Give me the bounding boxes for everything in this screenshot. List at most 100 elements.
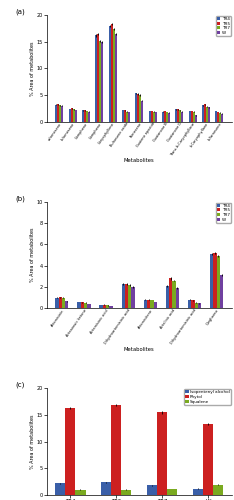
- Bar: [135, 94, 137, 122]
- Bar: [217, 256, 220, 308]
- Bar: [115, 34, 117, 122]
- Bar: [181, 112, 183, 122]
- Bar: [75, 110, 77, 122]
- Bar: [150, 300, 154, 308]
- Bar: [65, 301, 69, 308]
- Bar: [150, 111, 153, 122]
- Bar: [101, 42, 103, 121]
- Bar: [210, 254, 213, 308]
- Legend: TR4, TR5, TR7, W: TR4, TR5, TR7, W: [216, 16, 231, 36]
- Bar: [153, 112, 155, 122]
- Bar: [221, 114, 223, 122]
- Bar: [154, 302, 157, 308]
- Bar: [109, 26, 110, 122]
- Bar: [188, 300, 191, 308]
- Bar: [55, 484, 65, 495]
- Bar: [144, 300, 147, 308]
- Bar: [57, 104, 59, 122]
- Bar: [162, 112, 164, 122]
- Legend: Isopentenyl alcohol, Phytol, Squalene: Isopentenyl alcohol, Phytol, Squalene: [184, 389, 231, 405]
- Bar: [213, 485, 223, 495]
- Bar: [137, 94, 139, 122]
- Bar: [99, 305, 103, 308]
- Bar: [220, 276, 223, 308]
- Bar: [125, 284, 128, 308]
- Bar: [198, 303, 201, 308]
- Bar: [65, 408, 75, 495]
- X-axis label: Metabolites: Metabolites: [124, 158, 155, 163]
- Bar: [147, 300, 150, 308]
- Text: (a): (a): [15, 8, 25, 15]
- Bar: [172, 280, 176, 308]
- Bar: [169, 278, 172, 308]
- Bar: [149, 111, 150, 122]
- Bar: [175, 110, 177, 122]
- X-axis label: Metabolites: Metabolites: [124, 346, 155, 352]
- Bar: [206, 106, 208, 122]
- Bar: [132, 287, 135, 308]
- Bar: [204, 104, 206, 122]
- Bar: [55, 298, 58, 308]
- Bar: [62, 298, 65, 308]
- Bar: [77, 302, 81, 308]
- Bar: [155, 112, 157, 122]
- Bar: [176, 288, 179, 308]
- Bar: [191, 300, 194, 308]
- Bar: [208, 108, 210, 122]
- Bar: [166, 112, 168, 122]
- Bar: [111, 406, 121, 495]
- Bar: [110, 24, 113, 122]
- Bar: [75, 490, 85, 495]
- Bar: [99, 41, 101, 121]
- Bar: [147, 486, 157, 495]
- Text: (c): (c): [15, 382, 25, 388]
- Bar: [166, 286, 169, 308]
- Bar: [141, 101, 143, 121]
- Bar: [213, 253, 217, 308]
- Bar: [164, 111, 166, 122]
- Bar: [69, 109, 70, 122]
- Bar: [190, 111, 193, 122]
- Bar: [179, 110, 181, 122]
- Bar: [82, 110, 84, 122]
- Bar: [219, 112, 221, 122]
- Bar: [195, 116, 197, 121]
- Bar: [124, 110, 126, 122]
- Bar: [128, 112, 130, 122]
- Bar: [217, 112, 219, 122]
- Bar: [70, 108, 73, 122]
- Legend: TR4, TR5, TR7, W: TR4, TR5, TR7, W: [216, 202, 231, 223]
- Bar: [81, 302, 84, 308]
- Bar: [101, 482, 111, 495]
- Y-axis label: % Area of metabolites: % Area of metabolites: [30, 414, 35, 469]
- Bar: [95, 36, 97, 122]
- Bar: [121, 490, 132, 495]
- Bar: [194, 303, 198, 308]
- Bar: [88, 112, 90, 122]
- Bar: [167, 489, 177, 495]
- Bar: [109, 306, 113, 308]
- Bar: [168, 112, 170, 122]
- Bar: [193, 112, 195, 122]
- Bar: [86, 111, 88, 122]
- Bar: [73, 110, 75, 122]
- Bar: [59, 105, 61, 122]
- Bar: [203, 424, 213, 495]
- Bar: [157, 412, 167, 495]
- Bar: [97, 34, 99, 122]
- Bar: [128, 285, 132, 308]
- Bar: [55, 104, 57, 122]
- Bar: [215, 111, 217, 122]
- Bar: [122, 110, 124, 122]
- Bar: [202, 105, 204, 122]
- Bar: [139, 95, 141, 122]
- Bar: [193, 488, 203, 495]
- Bar: [177, 110, 179, 122]
- Y-axis label: % Area of metabolites: % Area of metabolites: [30, 228, 35, 282]
- Y-axis label: % Area of metabolites: % Area of metabolites: [30, 41, 35, 96]
- Bar: [87, 304, 91, 308]
- Bar: [61, 106, 63, 122]
- Bar: [113, 30, 115, 122]
- Bar: [121, 284, 125, 308]
- Bar: [103, 304, 106, 308]
